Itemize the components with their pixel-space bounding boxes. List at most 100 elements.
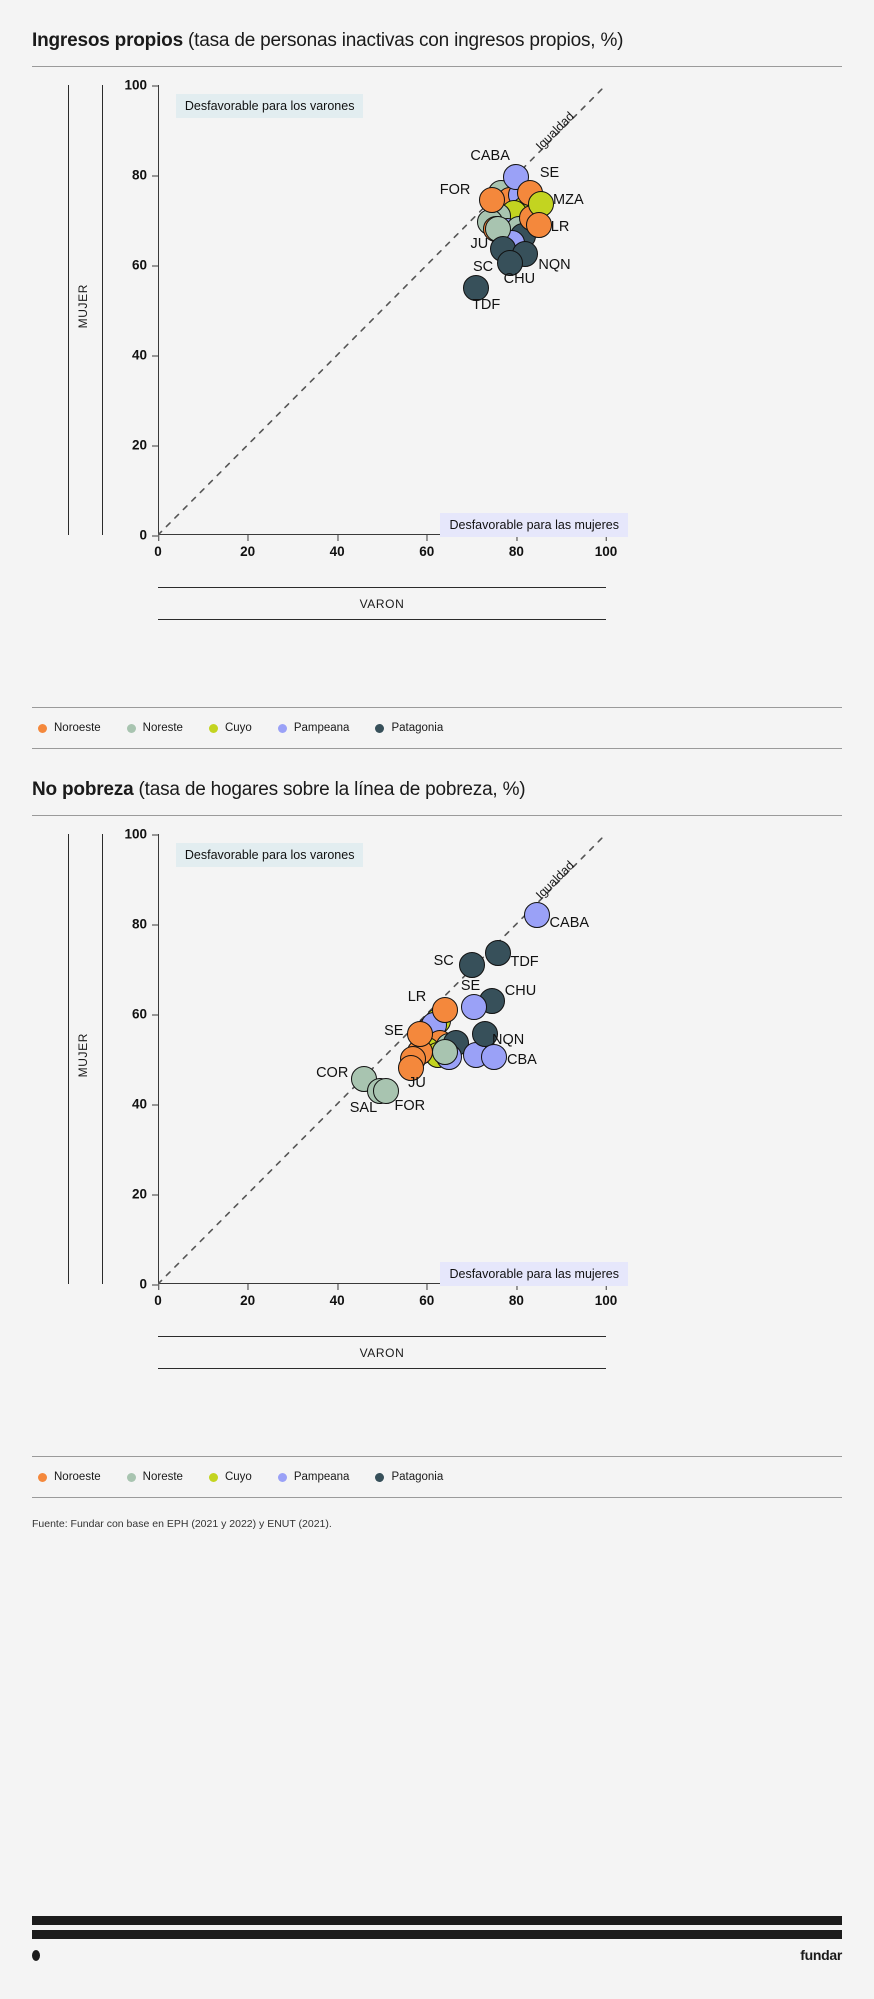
y-tick-label: 20 bbox=[112, 438, 158, 453]
y-tick-label: 40 bbox=[112, 348, 158, 363]
legend-item-label: Pampeana bbox=[293, 1471, 350, 1483]
legend-item-cuyo[interactable]: Cuyo bbox=[208, 1471, 252, 1483]
legend-divider-bottom-2 bbox=[32, 1497, 842, 1498]
x-axis-bracket bbox=[158, 1336, 606, 1337]
data-point-label: MZA bbox=[553, 192, 584, 209]
legend-swatch-icon bbox=[126, 723, 136, 733]
x-tick-label: 0 bbox=[154, 535, 162, 559]
legend-swatch-icon bbox=[38, 1472, 47, 1482]
x-tick-label: 80 bbox=[508, 1284, 524, 1308]
data-point[interactable] bbox=[431, 1039, 458, 1066]
data-point-tdf[interactable] bbox=[485, 940, 512, 967]
annotation-upper-left: Desfavorable para los varones bbox=[175, 94, 364, 118]
equality-line-label: Igualdad bbox=[533, 109, 578, 153]
legend-item-pampeana[interactable]: Pampeana bbox=[277, 722, 350, 734]
data-point-cba[interactable] bbox=[481, 1043, 507, 1070]
outer-rule-left bbox=[68, 834, 69, 1284]
x-axis-bracket bbox=[158, 587, 606, 588]
data-point-ju[interactable] bbox=[398, 1055, 425, 1081]
data-point-label: CABA bbox=[470, 148, 510, 165]
section2-title-rest: (tasa de hogares sobre la línea de pobre… bbox=[133, 779, 526, 800]
data-point-lr[interactable] bbox=[525, 211, 552, 238]
data-point-label: TDF bbox=[472, 296, 501, 313]
data-point-lr[interactable] bbox=[431, 996, 458, 1023]
data-point-label: FOR bbox=[394, 1097, 426, 1114]
legend-item-noreste[interactable]: Noreste bbox=[126, 722, 183, 734]
y-tick-label: 80 bbox=[112, 917, 158, 932]
title-divider-2 bbox=[32, 815, 842, 816]
annotation-lower-right: Desfavorable para las mujeres bbox=[440, 512, 628, 537]
legend-item-label: Cuyo bbox=[224, 722, 252, 734]
data-point-label: TDF bbox=[510, 954, 539, 971]
legend-chart-1: Noroeste Noreste Cuyo Pampeana Patagonia bbox=[32, 708, 842, 748]
equality-reference-line bbox=[158, 834, 607, 1284]
x-axis-label: VARON bbox=[359, 1346, 405, 1360]
legend-divider-bottom-1 bbox=[32, 748, 842, 749]
data-point-label: FOR bbox=[439, 181, 471, 198]
x-tick-label: 40 bbox=[329, 1284, 345, 1308]
plot-area: 0 20 40 60 80 100 0 20 40 60 80 100 Igualdad Desfavor… bbox=[124, 827, 628, 1308]
data-point-label: CHU bbox=[503, 270, 536, 287]
legend-item-label: Noroeste bbox=[54, 1471, 101, 1483]
data-point-label: SAL bbox=[349, 1099, 378, 1116]
equality-reference-line bbox=[158, 85, 607, 535]
page-footer: fundar bbox=[32, 1916, 842, 1963]
data-point-se[interactable] bbox=[460, 994, 487, 1021]
legend-item-label: Noreste bbox=[142, 1471, 183, 1483]
x-tick-label: 100 bbox=[594, 535, 618, 559]
outer-rule-inner bbox=[102, 834, 103, 1284]
section1-title-rest: (tasa de personas inactivas con ingresos… bbox=[182, 30, 624, 51]
footer-bar-bottom bbox=[32, 1930, 842, 1939]
data-point-tdf[interactable] bbox=[463, 274, 490, 301]
y-tick-label: 60 bbox=[112, 258, 158, 273]
data-point-label: JU bbox=[408, 1075, 426, 1091]
data-point-label: SC bbox=[472, 259, 494, 276]
legend-item-noroeste[interactable]: Noroeste bbox=[38, 722, 101, 734]
section2-title-bold: No pobreza bbox=[32, 779, 134, 800]
data-point-chu[interactable] bbox=[496, 249, 523, 276]
scatter-chart-no-pobreza: MUJER 0 20 40 60 80 100 0 20 40 60 80 100 Igualdad Des… bbox=[32, 816, 842, 1456]
title-divider-1 bbox=[32, 66, 842, 67]
legend-swatch-icon bbox=[208, 1472, 218, 1482]
data-point-for[interactable] bbox=[373, 1077, 400, 1104]
legend-item-cuyo[interactable]: Cuyo bbox=[208, 722, 252, 734]
data-point-label: JU bbox=[470, 236, 489, 252]
y-axis-label: MUJER bbox=[76, 284, 90, 329]
data-point-label: CHU bbox=[504, 982, 537, 999]
scatter-chart-ingresos-propios: MUJER 0 20 40 60 80 100 0 20 40 60 80 100 Igualdad Des… bbox=[32, 67, 842, 707]
y-axis-label: MUJER bbox=[76, 1033, 90, 1078]
y-tick-label: 100 bbox=[112, 827, 158, 842]
x-tick-label: 80 bbox=[508, 535, 524, 559]
y-axis-line bbox=[158, 85, 159, 535]
data-point-for[interactable] bbox=[478, 186, 505, 213]
data-point-se[interactable] bbox=[407, 1021, 434, 1048]
data-point-label: CABA bbox=[549, 915, 590, 931]
legend-item-patagonia[interactable]: Patagonia bbox=[375, 722, 443, 734]
data-point-label: SE bbox=[539, 165, 560, 181]
legend-item-label: Pampeana bbox=[293, 722, 350, 734]
y-axis-line bbox=[158, 834, 159, 1284]
legend-divider-top-2 bbox=[32, 1456, 842, 1457]
data-point-caba[interactable] bbox=[523, 902, 550, 928]
data-point-label: CBA bbox=[507, 1051, 537, 1068]
legend-item-noroeste[interactable]: Noroeste bbox=[38, 1471, 101, 1483]
legend-item-pampeana[interactable]: Pampeana bbox=[277, 1471, 350, 1483]
section1-title-bold: Ingresos propios bbox=[32, 30, 183, 51]
legend-swatch-icon bbox=[277, 723, 287, 733]
legend-item-label: Noreste bbox=[142, 722, 183, 734]
legend-item-patagonia[interactable]: Patagonia bbox=[375, 1471, 443, 1483]
data-point-sc[interactable] bbox=[458, 951, 485, 978]
x-tick-label: 20 bbox=[240, 535, 256, 559]
data-point-label: LR bbox=[550, 218, 570, 235]
data-point-label: NQN bbox=[492, 1032, 525, 1049]
data-point-label: SE bbox=[384, 1023, 404, 1040]
x-axis-label: VARON bbox=[359, 597, 405, 611]
data-point-label: SE bbox=[460, 978, 481, 995]
legend-swatch-icon bbox=[208, 723, 218, 733]
data-point-label: LR bbox=[407, 988, 427, 1005]
y-tick-label: 60 bbox=[112, 1007, 158, 1022]
y-tick-label: 0 bbox=[112, 1277, 158, 1292]
legend-item-noreste[interactable]: Noreste bbox=[126, 1471, 183, 1483]
outer-rule-inner bbox=[102, 85, 103, 535]
annotation-lower-right: Desfavorable para las mujeres bbox=[440, 1261, 628, 1286]
